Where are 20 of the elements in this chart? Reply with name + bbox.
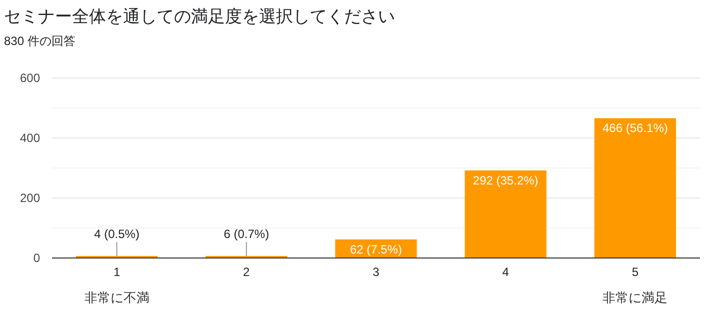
- y-tick-label: 200: [20, 191, 40, 205]
- data-label: 62 (7.5%): [350, 242, 402, 256]
- chart-subtitle: 830 件の回答: [4, 34, 76, 48]
- bar: [464, 170, 546, 258]
- y-tick-label: 600: [20, 71, 40, 85]
- y-tick-label: 0: [33, 251, 40, 265]
- data-label: 6 (0.7%): [224, 227, 270, 241]
- bar: [594, 118, 676, 258]
- y-tick-label: 400: [20, 131, 40, 145]
- x-tick-label: 5: [632, 265, 639, 279]
- x-tick-label: 1: [113, 265, 120, 279]
- chart-title: セミナー全体を通しての満足度を選択してください: [4, 7, 395, 26]
- data-label: 466 (56.1%): [602, 121, 668, 136]
- text: 非常に満足: [602, 290, 668, 305]
- x-tick-label: 3: [372, 265, 380, 279]
- data-label: 292 (35.2%): [472, 173, 538, 188]
- x-tick-label: 2: [243, 265, 250, 279]
- x-tick-label: 4: [502, 265, 510, 279]
- data-label: 4 (0.5%): [94, 227, 140, 241]
- text: 非常に不満: [84, 290, 150, 305]
